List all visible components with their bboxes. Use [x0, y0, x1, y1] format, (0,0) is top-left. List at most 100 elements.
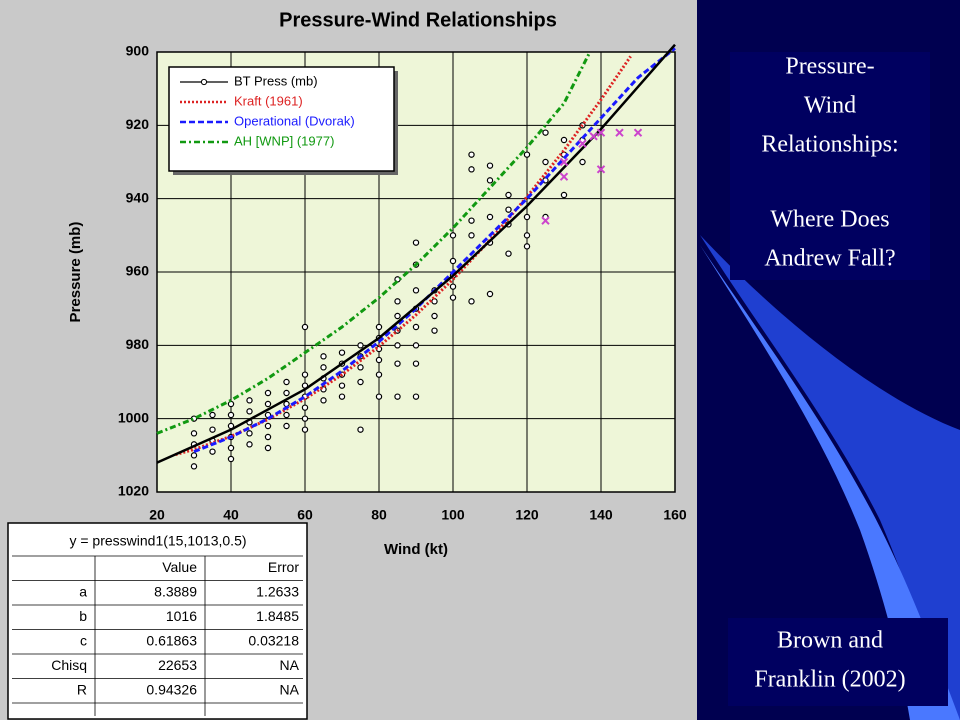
data-point	[264, 444, 272, 452]
andrew-point	[578, 139, 587, 148]
data-point	[357, 378, 364, 386]
table-cell: 1016	[166, 608, 197, 624]
data-point	[227, 444, 235, 452]
legend-label: Kraft (1961)	[234, 93, 303, 108]
table-cell: NA	[280, 657, 300, 673]
data-point	[375, 356, 383, 364]
data-point	[412, 287, 420, 294]
data-point	[579, 158, 586, 166]
table-equation: y = presswind1(15,1013,0.5)	[69, 533, 246, 549]
data-point	[375, 371, 383, 378]
y-tick-label: 920	[126, 116, 150, 132]
data-point	[264, 422, 272, 430]
data-point	[394, 312, 401, 320]
legend-marker	[200, 78, 208, 86]
data-point	[394, 360, 401, 367]
table-cell: c	[80, 632, 87, 648]
data-point	[394, 393, 401, 400]
y-axis-label: Pressure (mb)	[67, 222, 84, 323]
swoosh-light	[700, 245, 960, 720]
data-point	[412, 239, 420, 246]
table-header: Value	[162, 559, 197, 575]
table-cell: R	[77, 681, 87, 697]
slide-heading: Wind	[804, 93, 856, 119]
y-tick-label: 900	[126, 43, 150, 59]
data-point	[394, 298, 401, 305]
data-point	[542, 158, 549, 166]
data-point	[246, 430, 253, 437]
slide-question: Andrew Fall?	[764, 246, 895, 272]
data-point	[246, 441, 253, 448]
andrew-point	[633, 128, 643, 137]
citation-box	[728, 618, 948, 706]
data-point	[301, 323, 309, 331]
table-cell: a	[79, 583, 87, 599]
data-point	[264, 433, 272, 441]
data-point	[560, 136, 568, 144]
data-point	[523, 151, 531, 158]
data-point	[523, 213, 531, 221]
data-point	[209, 411, 216, 419]
data-point	[357, 364, 364, 371]
data-point	[412, 342, 420, 349]
data-point	[357, 426, 364, 433]
data-point	[412, 323, 420, 331]
table-cell: b	[79, 608, 87, 624]
data-point	[283, 400, 290, 408]
data-point	[338, 349, 346, 356]
data-point	[449, 257, 457, 265]
data-point	[505, 250, 512, 257]
data-point	[412, 360, 420, 367]
data-point	[486, 177, 494, 184]
data-point	[449, 283, 457, 290]
andrew-point	[541, 216, 550, 225]
swoosh	[700, 235, 960, 720]
data-point	[283, 389, 290, 397]
andrew-point	[615, 128, 624, 137]
data-point	[320, 364, 327, 371]
y-tick-label: 1020	[118, 483, 149, 499]
table-cell: Chisq	[51, 657, 87, 673]
table-cell: 0.03218	[248, 632, 299, 648]
data-point	[449, 232, 457, 239]
legend-box	[168, 66, 395, 172]
legend-label: BT Press (mb)	[234, 73, 318, 88]
slide-heading: Pressure-	[785, 54, 874, 80]
data-point	[412, 393, 420, 400]
data-point	[246, 397, 253, 404]
slide-question: Where Does	[770, 207, 889, 233]
data-point	[338, 382, 346, 389]
data-point	[283, 411, 290, 419]
data-point	[338, 393, 346, 400]
andrew-point	[596, 128, 606, 137]
data-point	[542, 129, 549, 136]
data-point	[209, 448, 216, 455]
legend-label: AH [WNP] (1977)	[234, 133, 334, 148]
data-point	[190, 430, 198, 437]
data-point	[357, 342, 364, 349]
series-line	[156, 43, 676, 464]
data-point	[431, 312, 438, 320]
x-tick-label: 60	[297, 507, 313, 523]
y-tick-label: 980	[126, 336, 150, 352]
data-point	[431, 298, 438, 305]
y-tick-label: 960	[126, 263, 150, 279]
x-tick-label: 40	[223, 507, 239, 523]
table-cell: 1.2633	[256, 583, 299, 599]
data-point	[320, 397, 327, 404]
table-header: Error	[268, 559, 299, 575]
data-point	[486, 213, 494, 221]
data-point	[486, 290, 494, 298]
data-point	[431, 327, 438, 334]
legend: BT Press (mb) Kraft (1961) Operational (Dv…	[168, 66, 398, 175]
data-point	[505, 206, 512, 213]
x-tick-label: 140	[589, 507, 613, 523]
data-point	[486, 162, 494, 169]
fit-table: y = presswind1(15,1013,0.5) Value Error a 8.…	[7, 522, 308, 720]
data-point	[283, 422, 290, 430]
slide-citation: Brown and	[777, 628, 883, 654]
data-point	[264, 389, 272, 397]
data-point	[246, 408, 253, 415]
series-line	[156, 51, 592, 435]
